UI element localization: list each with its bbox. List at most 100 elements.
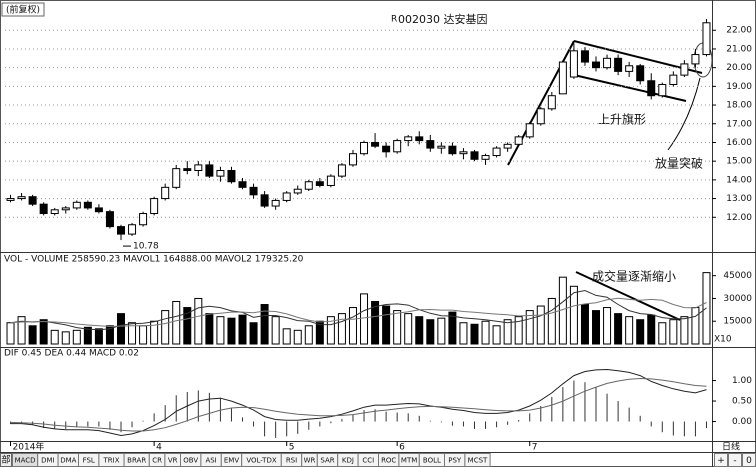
indicator-tab-label[interactable]: BRAR — [127, 457, 146, 465]
candle-body — [17, 196, 26, 200]
volume-bar — [415, 316, 424, 345]
x-tick-label: 6 — [399, 443, 405, 453]
indicator-tab-label[interactable]: MACD — [15, 457, 36, 465]
candle-body — [337, 164, 346, 177]
candle-body — [680, 63, 689, 76]
indicator-tab-label[interactable]: BOLL — [423, 457, 441, 465]
volume-bar — [360, 293, 369, 345]
candle-body — [404, 136, 413, 142]
volume-header: VOL - VOLUME 258590.23 MAVOL1 164888.00 … — [4, 255, 304, 265]
volume-bar — [514, 316, 523, 345]
volume-bar — [426, 319, 435, 345]
volume-bar — [404, 313, 413, 345]
adjust-label: (前复权) — [6, 4, 40, 16]
candle-body — [227, 170, 236, 183]
volume-bar — [470, 323, 479, 345]
volume-bar — [371, 300, 380, 345]
indicator-tab-label[interactable]: FSL — [83, 457, 95, 465]
zoom-button-label[interactable]: + — [717, 456, 725, 466]
volume-bar — [39, 319, 48, 345]
volume-bar — [271, 316, 280, 345]
y-tick-label: 45000 — [723, 271, 752, 281]
volume-bar — [139, 325, 148, 345]
indicator-tab-label[interactable]: VOL-TDX — [246, 457, 277, 465]
candle-body — [658, 83, 667, 97]
indicator-tab-label[interactable]: PSY — [448, 457, 462, 465]
indicator-tab-label[interactable]: DMI — [41, 457, 55, 465]
volume-bar — [28, 325, 37, 345]
indicator-tab-label[interactable]: EMV — [224, 457, 239, 465]
volume-bar — [459, 322, 468, 345]
indicator-tab-label[interactable]: CR — [152, 457, 162, 465]
indicator-tab-label[interactable]: VR — [168, 457, 178, 465]
candle-body — [448, 145, 457, 155]
candle-body — [293, 188, 302, 194]
candle-body — [128, 224, 137, 235]
zoom-button-label[interactable]: - — [733, 456, 736, 466]
breakout-label: 放量突破 — [655, 156, 703, 171]
volume-bar — [525, 310, 534, 345]
indicator-tab-label[interactable]: WR — [304, 457, 316, 465]
volume-bar — [382, 305, 391, 345]
indicator-tab-label[interactable]: CCI — [362, 457, 374, 465]
candle-body — [614, 57, 623, 72]
candle-body — [194, 164, 203, 172]
candle-body — [315, 181, 324, 186]
indicator-tab-label[interactable]: MCST — [468, 457, 488, 465]
volume-bar — [227, 317, 236, 345]
indicator-tab-label[interactable]: ASI — [205, 457, 216, 465]
candle-body — [503, 143, 512, 149]
volume-bar — [94, 328, 103, 345]
y-tick-label: 1.00 — [732, 376, 752, 386]
indicator-tab-label[interactable]: ROC — [381, 457, 396, 465]
volume-bar — [205, 313, 214, 345]
chart-title: 002030 达安基因 — [398, 12, 488, 26]
dif-line — [10, 368, 707, 437]
indicator-tab-label[interactable]: DMA — [60, 457, 76, 465]
volume-bar — [636, 319, 645, 345]
volume-trend-line — [575, 271, 681, 321]
indicator-tab-label[interactable]: SAR — [320, 457, 334, 465]
candle-body — [525, 123, 534, 138]
y-tick-label: 13.00 — [726, 194, 752, 204]
volume-label: 成交量逐渐缩小 — [592, 269, 676, 284]
candle-body — [691, 54, 700, 65]
candle-body — [470, 151, 479, 160]
zoom-button-label[interactable]: 0 — [746, 456, 752, 466]
volume-bar — [580, 304, 589, 345]
breakout-arrow — [667, 77, 701, 151]
pattern-label: 上升旗形 — [598, 112, 646, 127]
candle-body — [116, 226, 125, 235]
volume-bar — [293, 329, 302, 345]
y-tick-label: 16.00 — [726, 138, 752, 148]
candle-body — [139, 213, 148, 226]
candle-body — [205, 164, 214, 177]
mavol2-line — [10, 297, 707, 328]
candle-body — [360, 141, 369, 155]
marker-r: R — [391, 15, 397, 25]
volume-bar — [172, 300, 181, 345]
volume-bar — [183, 307, 192, 345]
candle-body — [514, 136, 523, 145]
candle-body — [172, 168, 181, 188]
volume-bar — [50, 329, 59, 345]
volume-bar — [669, 319, 678, 345]
candle-body — [459, 151, 468, 155]
candle-body — [260, 194, 269, 207]
dea-line — [10, 377, 707, 432]
volume-bar — [83, 326, 92, 345]
indicator-tab-label[interactable]: KDJ — [342, 457, 354, 465]
volume-bar — [105, 325, 114, 345]
candle-body — [61, 207, 70, 211]
indicator-tab-label[interactable]: MTM — [401, 457, 417, 465]
indicator-tab-label[interactable]: TRIX — [103, 457, 120, 465]
indicator-tab-label[interactable]: RSI — [286, 457, 297, 465]
side-tab-label[interactable]: 部 — [1, 454, 10, 466]
volume-bar — [393, 310, 402, 345]
indicator-tab-label[interactable]: OBV — [183, 457, 198, 465]
volume-bar — [592, 310, 601, 345]
badge — [1, 2, 45, 17]
candle-body — [216, 170, 225, 177]
